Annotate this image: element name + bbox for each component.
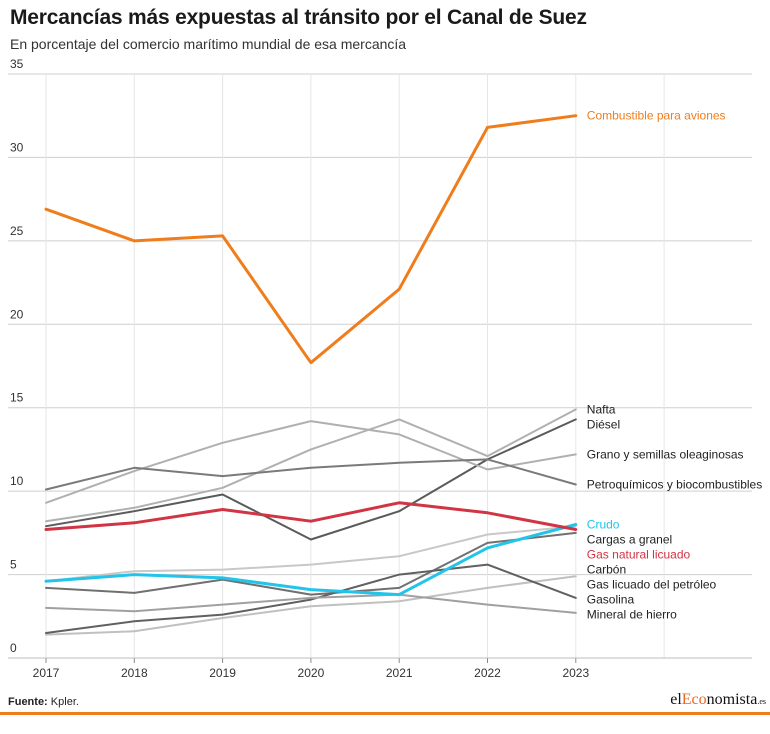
y-tick-label: 25 xyxy=(10,224,24,238)
series-line-carbón xyxy=(45,531,577,596)
x-tick-label: 2023 xyxy=(562,666,589,680)
series-line-mineral-de-hierro xyxy=(45,593,577,614)
series-label-gas-natural-licuado: Gas natural licuado xyxy=(587,548,691,562)
series-line-gasolina xyxy=(45,563,577,634)
x-tick-label: 2018 xyxy=(121,666,148,680)
y-tick-label: 0 xyxy=(10,641,17,655)
series-line-nafta xyxy=(45,408,577,523)
series-label-petroquímicos-y-biocombustibles: Petroquímicos y biocombustibles xyxy=(587,477,762,491)
x-tick-label: 2017 xyxy=(33,666,60,680)
y-tick-label: 30 xyxy=(10,140,24,154)
series-label-grano-y-semillas-oleaginosas: Grano y semillas oleaginosas xyxy=(587,447,744,461)
series-label-combustible-para-aviones: Combustible para aviones xyxy=(587,109,726,123)
brand-logo: elEconomista.es xyxy=(670,691,766,708)
x-tick-label: 2022 xyxy=(474,666,501,680)
bottom-accent-bar xyxy=(0,712,770,715)
series-label-crudo: Crudo xyxy=(587,518,620,532)
y-tick-label: 15 xyxy=(10,391,24,405)
y-tick-label: 35 xyxy=(10,57,24,71)
series-line-gas-natural-licuado xyxy=(44,501,578,531)
series-line-crudo xyxy=(44,523,578,597)
source-note: Fuente: Kpler. xyxy=(8,696,79,708)
series-line-combustible-para-aviones xyxy=(44,114,578,365)
series-line-grano-y-semillas-oleaginosas xyxy=(45,420,577,504)
y-tick-label: 10 xyxy=(10,474,24,488)
series-label-diésel: Diésel xyxy=(587,417,620,431)
series-line-petroquímicos-y-biocombustibles xyxy=(45,458,577,491)
x-tick-label: 2020 xyxy=(298,666,325,680)
series-label-nafta: Nafta xyxy=(587,402,616,416)
series-label-mineral-de-hierro: Mineral de hierro xyxy=(587,608,677,622)
chart-title: Mercancías más expuestas al tránsito por… xyxy=(10,6,587,29)
y-tick-label: 20 xyxy=(10,307,24,321)
series-line-gas-licuado-del-petróleo xyxy=(45,575,577,636)
source-label: Fuente: xyxy=(8,696,48,708)
series-label-gasolina: Gasolina xyxy=(587,593,635,607)
chart-subtitle: En porcentaje del comercio marítimo mund… xyxy=(10,36,407,52)
y-tick-label: 5 xyxy=(10,558,17,572)
source-text: Kpler. xyxy=(50,696,79,708)
series-label-carbón: Carbón xyxy=(587,563,626,577)
x-tick-label: 2019 xyxy=(209,666,236,680)
series-label-gas-licuado-del-petróleo: Gas licuado del petróleo xyxy=(587,578,717,592)
series-line-cargas-a-granel xyxy=(45,525,577,583)
x-tick-label: 2021 xyxy=(386,666,413,680)
series-label-cargas-a-granel: Cargas a granel xyxy=(587,533,672,547)
